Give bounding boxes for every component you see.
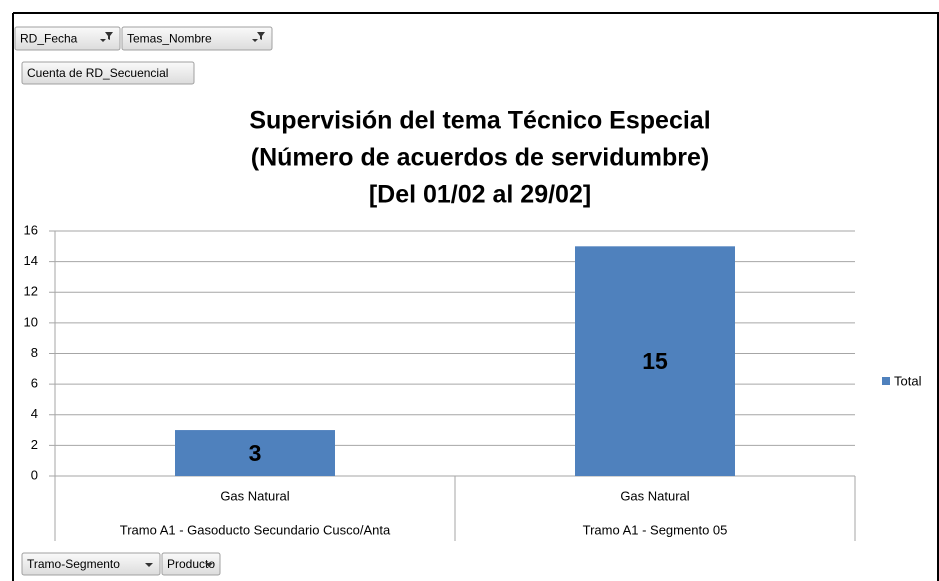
- dropdown-icon: [145, 563, 153, 567]
- field-button[interactable]: [21, 552, 161, 576]
- y-tick-label: 14: [24, 253, 38, 268]
- y-tick-label: 2: [31, 437, 38, 452]
- field-button-label: Producto: [167, 557, 215, 571]
- legend-label: Total: [894, 373, 922, 388]
- field-button-label: Tramo-Segmento: [27, 557, 120, 571]
- y-tick-label: 12: [24, 284, 38, 299]
- y-tick-label: 8: [31, 345, 38, 360]
- chart-title: Supervisión del tema Técnico Especial: [249, 107, 710, 135]
- x-tick-label: Gas Natural: [620, 488, 689, 503]
- field-button-label: Temas_Nombre: [127, 32, 212, 46]
- chart-title: [Del 01/02 al 29/02]: [369, 181, 591, 209]
- field-button-label: RD_Fecha: [20, 32, 78, 46]
- bar: [575, 246, 735, 476]
- chart-title: (Número de acuerdos de servidumbre): [251, 144, 709, 172]
- x-tick-label: Gas Natural: [220, 488, 289, 503]
- dropdown-icon: [205, 563, 213, 567]
- x-group-label: Tramo A1 - Segmento 05: [583, 522, 728, 537]
- field-button[interactable]: [121, 26, 273, 51]
- bar: [175, 430, 335, 476]
- field-button[interactable]: [161, 552, 221, 576]
- y-tick-label: 6: [31, 376, 38, 391]
- y-tick-label: 10: [24, 314, 38, 329]
- y-tick-label: 0: [31, 467, 38, 482]
- y-tick-label: 16: [24, 222, 38, 237]
- filter-icon: [252, 32, 265, 42]
- filter-icon: [100, 32, 113, 42]
- x-group-label: Tramo A1 - Gasoducto Secundario Cusco/An…: [120, 522, 391, 537]
- data-label: 15: [642, 348, 668, 374]
- y-tick-label: 4: [31, 406, 38, 421]
- field-button[interactable]: [21, 61, 195, 85]
- field-button-label: Cuenta de RD_Secuencial: [27, 66, 168, 80]
- field-button[interactable]: [14, 26, 121, 51]
- legend-swatch: [882, 377, 890, 385]
- data-label: 3: [249, 440, 262, 466]
